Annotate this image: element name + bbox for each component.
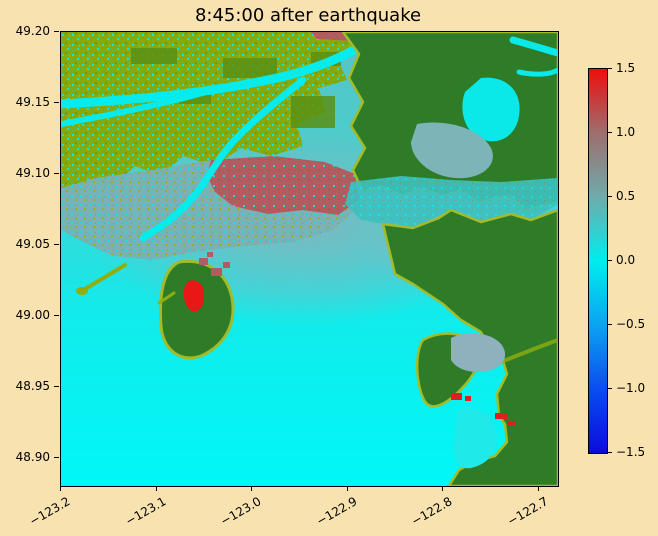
x-tick-mark [155,486,157,491]
colorbar-tick-mark [608,324,612,325]
colorbar-tick-mark [608,68,612,69]
y-tick-mark [54,243,59,245]
x-tick-label: −122.8 [409,494,455,529]
map-region-river-south-arm [139,76,307,242]
colorbar-tick-label: 0.5 [616,189,636,203]
map-region-jetty-small [157,291,176,305]
map-region-mauve-specks-island [199,252,230,276]
colorbar-tick-label: 1.5 [616,61,636,75]
colorbar-tick-mark [608,132,612,133]
map-region-lake-cyan [462,77,520,142]
y-tick-label: 49.15 [15,94,50,109]
y-tick-mark [54,456,59,458]
map-region-bay-teal [411,122,493,179]
x-tick-label: −123.1 [122,494,169,529]
y-tick-label: 48.95 [15,378,50,393]
map-region-river-north-arm [61,32,384,109]
x-tick-mark [60,486,61,491]
y-tick-label: 49.20 [15,24,50,38]
map-region-red-specks-southeast [451,393,515,426]
map-region-jetty-terminal [76,287,88,295]
y-tick-mark [54,172,59,174]
map-region-lake-gray-blue [451,333,506,372]
map-region-flood-mauve-band [207,156,359,215]
x-tick-mark [251,486,253,491]
colorbar-tick-label: 0.0 [616,253,636,267]
colorbar-tick-label: −1.0 [616,381,646,395]
x-tick-label: −123.2 [27,494,73,529]
map-region-valley-olive-streak [499,338,558,364]
y-tick-label: 49.10 [15,165,50,180]
y-tick-label: 49.05 [15,236,50,251]
x-tick-label: −123.0 [218,494,264,529]
y-tick-label: 48.90 [15,449,50,464]
map-region-bay-southeast [453,408,498,469]
map-canvas [61,32,558,486]
map-axes [60,31,559,487]
x-tick-mark [442,486,444,491]
colorbar-tick-mark [608,452,612,453]
map-region-land-green-east-coast [381,208,558,486]
plot-title: 8:45:00 after earthquake [194,5,422,26]
x-tick-label: −122.7 [504,494,551,529]
map-region-inlet-topright-1 [509,36,558,57]
x-tick-mark [537,486,539,491]
map-region-jetty-main [83,263,127,291]
x-tick-label: −122.9 [313,494,360,529]
map-region-forest-patches-northwest [131,48,341,128]
map-region-river-middle-arm [61,87,216,127]
colorbar-tick-label: 1.0 [616,125,636,139]
colorbar-tick-mark [608,388,612,389]
colorbar-tick-label: −0.5 [616,317,646,331]
colorbar-tick-mark [608,260,612,261]
y-tick-mark [54,101,59,103]
colorbar-tick-mark [608,196,612,197]
y-tick-mark [54,31,59,32]
map-region-red-blob-island [183,280,205,312]
colorbar-tick-label: −1.5 [616,445,646,459]
x-tick-mark [346,486,348,491]
map-region-inlet-topright-2 [516,67,558,77]
y-tick-mark [54,385,59,387]
y-tick-label: 49.00 [15,307,50,322]
colorbar [588,68,608,454]
y-tick-mark [54,314,59,316]
